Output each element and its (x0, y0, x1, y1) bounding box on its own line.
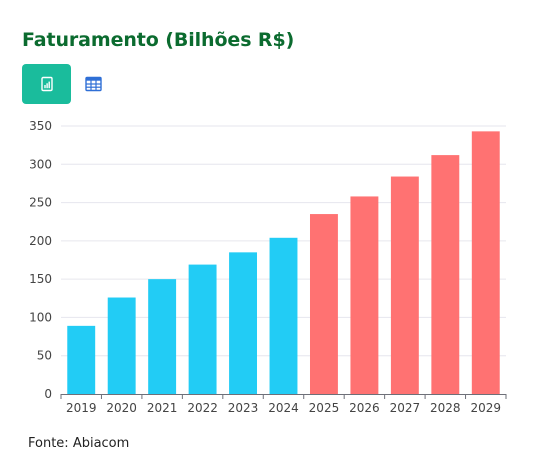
bar-2029 (471, 131, 500, 395)
revenue-bar-chart: 0 50 100 150 200 250 300 350 2019 2020 2021 2022 202… (29, 119, 507, 415)
y-tick-label: 250 (29, 196, 52, 210)
x-tick-label: 2029 (470, 401, 501, 415)
bar-chart-icon (40, 76, 53, 92)
source-note: Fonte: Abiacom (28, 436, 130, 451)
y-tick-label: 100 (29, 310, 52, 324)
page-title: Faturamento (Bilhões R$) (22, 29, 295, 51)
x-tick-label: 2024 (268, 401, 299, 415)
bar-2020 (107, 297, 136, 394)
x-tick-label: 2026 (349, 401, 380, 415)
y-tick-label: 300 (29, 157, 52, 171)
y-tick-label: 350 (29, 119, 52, 133)
x-tick-label: 2023 (228, 401, 259, 415)
y-tick-label: 200 (29, 234, 52, 248)
bar-2025 (309, 214, 338, 394)
bar-2023 (229, 252, 258, 394)
x-tick-label: 2022 (187, 401, 218, 415)
x-tick-label: 2027 (390, 401, 421, 415)
y-tick-label: 150 (29, 272, 52, 286)
bar-2021 (148, 279, 177, 394)
axes (60, 394, 507, 399)
view-toggle (22, 64, 115, 104)
bar-2027 (390, 176, 419, 394)
table-icon (84, 76, 102, 92)
x-tick-label: 2025 (309, 401, 340, 415)
x-tick-label: 2021 (147, 401, 178, 415)
y-tick-label: 0 (44, 387, 52, 401)
table-view-button[interactable] (71, 64, 115, 104)
bar-2028 (431, 155, 460, 394)
bar-2026 (350, 196, 379, 394)
x-tick-label: 2019 (66, 401, 97, 415)
tick-labels: 0 50 100 150 200 250 300 350 2019 2020 2021 2022 202… (29, 119, 501, 415)
y-tick-label: 50 (37, 349, 52, 363)
bar-2019 (67, 325, 96, 394)
chart-view-button[interactable] (22, 64, 71, 104)
bar-2024 (269, 237, 298, 394)
x-tick-label: 2028 (430, 401, 461, 415)
bars (67, 131, 500, 395)
x-tick-label: 2020 (106, 401, 137, 415)
bar-2022 (188, 264, 217, 394)
